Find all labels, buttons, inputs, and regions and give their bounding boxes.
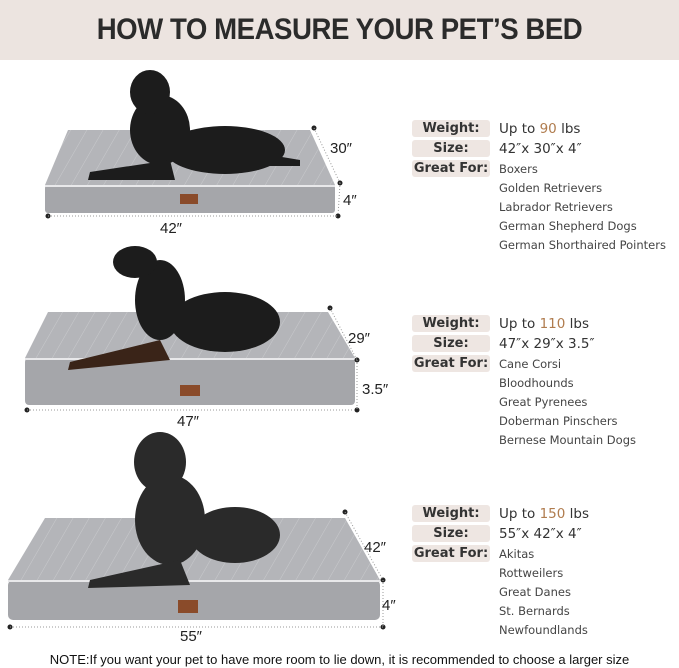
great-for-label: Great For: bbox=[412, 545, 490, 562]
bed-3 bbox=[7, 432, 386, 630]
page-title: HOW TO MEASURE YOUR PET’S BED bbox=[96, 13, 583, 46]
weight-number: 150 bbox=[539, 505, 566, 522]
brand-tag-icon bbox=[180, 385, 200, 396]
size-value: 47″x 29″x 3.5″ bbox=[499, 335, 595, 352]
weight-prefix: Up to bbox=[499, 505, 540, 522]
weight-number: 90 bbox=[539, 120, 557, 137]
weight-prefix: Up to bbox=[499, 315, 540, 332]
great-for-label: Great For: bbox=[412, 160, 490, 177]
size-label: Size: bbox=[412, 525, 490, 542]
weight-number: 110 bbox=[539, 315, 566, 332]
dimension-height-label: 4″ bbox=[343, 192, 357, 209]
dimension-width-label: 42″ bbox=[364, 539, 386, 556]
dimension-width-label: 29″ bbox=[348, 330, 370, 347]
breed-item: St. Bernards bbox=[499, 604, 570, 618]
dimension-height-label: 3.5″ bbox=[362, 381, 389, 398]
dimension-height-label: 4″ bbox=[382, 597, 396, 614]
dimension-length-label: 55″ bbox=[180, 628, 202, 645]
dog-2 bbox=[68, 246, 280, 370]
dimension-width-label: 30″ bbox=[330, 140, 352, 157]
weight-label: Weight: bbox=[412, 315, 490, 332]
dimension-length-label: 42″ bbox=[160, 220, 182, 237]
dimension-length-label: 47″ bbox=[177, 413, 199, 430]
header-banner: HOW TO MEASURE YOUR PET’S BED bbox=[0, 0, 679, 60]
breed-item: Golden Retrievers bbox=[499, 181, 603, 195]
weight-unit: lbs bbox=[565, 315, 590, 332]
breed-item: Boxers bbox=[499, 162, 538, 176]
breed-item: Doberman Pinschers bbox=[499, 414, 618, 428]
weight-unit: lbs bbox=[565, 505, 590, 522]
size-label: Size: bbox=[412, 335, 490, 352]
weight-value: Up to 110 lbs bbox=[499, 316, 589, 332]
bed-2 bbox=[24, 246, 360, 413]
size-value: 55″x 42″x 4″ bbox=[499, 525, 582, 542]
dog-1 bbox=[88, 70, 300, 180]
bed-1 bbox=[45, 70, 343, 219]
breed-item: Labrador Retrievers bbox=[499, 200, 613, 214]
breed-item: Great Pyrenees bbox=[499, 395, 588, 409]
sizing-note: NOTE:If you want your pet to have more r… bbox=[49, 652, 630, 667]
weight-value: Up to 90 lbs bbox=[499, 121, 580, 137]
breed-item: Newfoundlands bbox=[499, 623, 588, 637]
weight-unit: lbs bbox=[556, 120, 581, 137]
size-label: Size: bbox=[412, 140, 490, 157]
breed-item: Bloodhounds bbox=[499, 376, 574, 390]
size-value: 42″x 30″x 4″ bbox=[499, 140, 582, 157]
great-for-label: Great For: bbox=[412, 355, 490, 372]
weight-value: Up to 150 lbs bbox=[499, 506, 589, 522]
breed-item: Great Danes bbox=[499, 585, 571, 599]
breed-item: German Shorthaired Pointers bbox=[499, 238, 666, 252]
breed-item: Akitas bbox=[499, 547, 535, 561]
breed-item: Cane Corsi bbox=[499, 357, 562, 371]
breed-item: German Shepherd Dogs bbox=[499, 219, 637, 233]
breed-item: Rottweilers bbox=[499, 566, 564, 580]
dog-3 bbox=[88, 432, 280, 588]
weight-label: Weight: bbox=[412, 120, 490, 137]
brand-tag-icon bbox=[178, 600, 198, 613]
weight-label: Weight: bbox=[412, 505, 490, 522]
weight-prefix: Up to bbox=[499, 120, 540, 137]
brand-tag-icon bbox=[180, 194, 198, 204]
breed-item: Bernese Mountain Dogs bbox=[499, 433, 636, 447]
